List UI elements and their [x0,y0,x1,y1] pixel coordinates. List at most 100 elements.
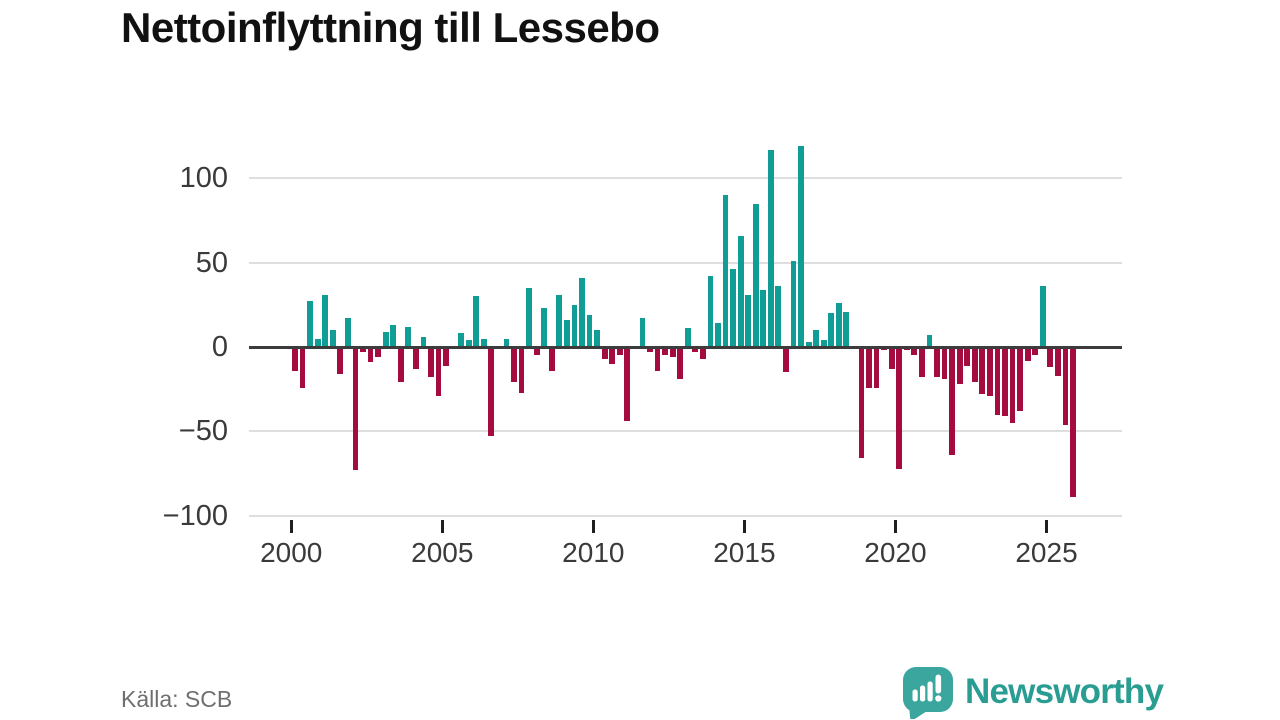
y-gridline [249,261,1122,264]
x-axis-tick-mark [440,520,444,533]
bar-positive [465,340,472,347]
bar-negative [1032,347,1039,356]
bar-negative [654,347,661,371]
source-caption: Källa: SCB [121,686,233,712]
bar-negative [994,347,1001,415]
bar-negative [858,347,865,459]
bar-negative [677,347,684,380]
bar-negative [397,347,404,383]
bar-positive [639,318,646,347]
bar-negative [896,347,903,469]
bar-negative [866,347,872,388]
bar-positive [564,319,570,347]
y-gridline [249,177,1122,180]
bar-negative [1024,347,1031,361]
bar-negative [979,347,986,395]
bar-positive [503,338,510,347]
bar-positive [382,331,389,347]
bar-positive [390,325,397,347]
bar-negative [292,347,298,371]
bar-negative [918,347,925,378]
bar-negative [783,347,789,373]
bar-negative [911,347,918,356]
x-axis-zero-line [249,345,1122,349]
bar-positive [458,333,465,347]
bar-positive [737,235,744,347]
x-axis-tick-label: 2005 [411,537,474,568]
bar-positive [813,330,820,347]
bar-positive [775,286,782,347]
bar-negative [488,347,495,437]
bar-positive [314,338,321,347]
bar-negative [548,347,555,371]
bar-negative [518,347,525,393]
y-axis-tick-label: 50 [195,246,228,279]
bar-positive [820,340,827,347]
newsworthy-logo: Newsworthy [902,666,1164,719]
bar-positive [586,314,593,347]
bar-positive [579,277,585,347]
bar-negative [1009,347,1016,423]
bar-negative [941,347,948,380]
bar-positive [473,296,480,347]
newsworthy-icon [903,666,953,719]
bar-negative [881,347,888,351]
bar-negative [609,347,616,364]
x-axis-tick-mark [742,520,746,533]
x-axis-tick-label: 2015 [713,537,776,568]
x-axis-tick-mark [1045,520,1049,533]
bar-negative [1002,347,1008,417]
bar-negative [669,347,676,358]
x-axis-tick-mark [591,520,595,533]
y-axis-tick-label: −100 [162,499,228,532]
bar-negative [699,347,706,359]
bar-negative [299,347,306,388]
bar-positive [322,294,329,347]
bar-negative [647,347,653,353]
bar-negative [412,347,419,369]
x-axis-tick-label: 2000 [260,537,323,568]
bar-positive [843,311,850,347]
bar-negative [903,347,910,351]
bar-negative [934,347,940,378]
bar-negative [435,347,442,396]
bar-positive [405,326,412,347]
x-axis-tick-mark [893,520,897,533]
bar-negative [662,347,668,356]
bar-positive [571,304,578,347]
bar-positive [307,301,313,347]
bar-negative [956,347,963,385]
y-axis-tick-label: 0 [211,331,228,363]
bar-negative [428,347,434,378]
bar-negative [964,347,971,366]
bar-positive [798,146,804,347]
bar-positive [480,338,487,347]
bar-positive [835,303,842,347]
bar-negative [352,347,359,471]
bar-negative [1047,347,1054,368]
bar-negative [601,347,608,359]
bar-positive [790,260,797,347]
x-axis-tick-label: 2010 [562,537,625,568]
bar-positive [594,330,601,347]
bar-negative [511,347,517,383]
bar-negative [375,347,381,358]
y-axis-tick-label: 100 [179,162,228,195]
bar-negative [986,347,993,396]
bar-negative [873,347,880,388]
y-axis-tick-label: −50 [178,415,228,448]
bar-positive [707,276,714,347]
bar-negative [971,347,978,383]
newsworthy-wordmark: Newsworthy [965,672,1164,711]
bar-positive [730,269,736,347]
bar-negative [1054,347,1061,376]
bar-negative [443,347,449,366]
bar-positive [926,335,933,347]
bar-positive [526,287,533,347]
bar-positive [767,149,774,347]
bar-positive [329,330,336,347]
bar-negative [367,347,374,363]
bar-positive [752,203,759,347]
